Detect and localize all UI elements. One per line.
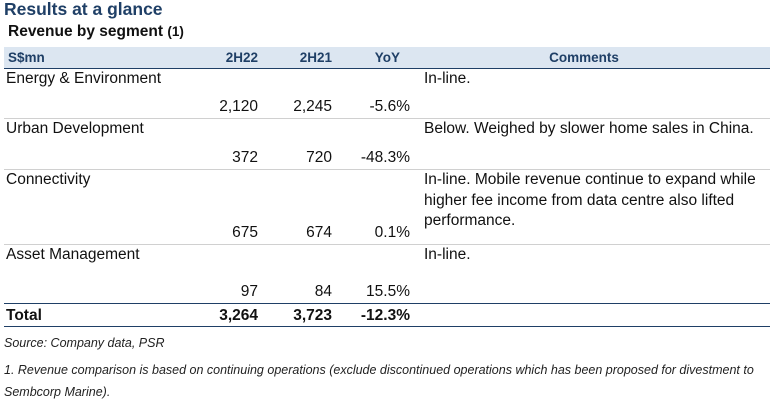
- value-2h22: 2,120: [192, 68, 266, 119]
- page-title: Results at a glance: [4, 0, 163, 19]
- total-2h21: 3,723: [266, 303, 340, 327]
- value-yoy: -5.6%: [340, 68, 418, 119]
- subtitle-text: Revenue by segment: [8, 23, 164, 40]
- value-yoy: -48.3%: [340, 118, 418, 170]
- revenue-table: S$mn 2H22 2H21 YoY Comments Energy & Env…: [4, 47, 770, 327]
- total-label: Total: [4, 303, 192, 327]
- source-footnote: Source: Company data, PSR: [4, 336, 165, 350]
- segment-name: Connectivity: [4, 169, 192, 245]
- segment-name: Urban Development: [4, 118, 192, 170]
- total-2h22: 3,264: [192, 303, 266, 327]
- total-yoy: -12.3%: [340, 303, 418, 327]
- revenue-basis-footnote: 1. Revenue comparison is based on contin…: [4, 363, 754, 399]
- comment: In-line.: [418, 68, 770, 119]
- value-2h21: 720: [266, 118, 340, 170]
- header-2h22: 2H22: [192, 47, 266, 69]
- header-2h21: 2H21: [266, 47, 340, 69]
- header-comments: Comments: [418, 47, 770, 69]
- table-subtitle: Revenue by segment (1): [8, 23, 184, 41]
- subtitle-footnote-ref: (1): [167, 24, 184, 39]
- value-2h21: 2,245: [266, 68, 340, 119]
- comment: In-line. Mobile revenue continue to expa…: [418, 169, 770, 245]
- comment: In-line.: [418, 244, 770, 304]
- total-comment-empty: [418, 303, 770, 327]
- table-row: Connectivity 675 674 0.1% In-line. Mobil…: [4, 169, 770, 245]
- value-yoy: 15.5%: [340, 244, 418, 304]
- comment: Below. Weighed by slower home sales in C…: [418, 118, 770, 170]
- value-2h21: 84: [266, 244, 340, 304]
- value-2h22: 675: [192, 169, 266, 245]
- value-2h22: 97: [192, 244, 266, 304]
- table-total-row: Total 3,264 3,723 -12.3%: [4, 303, 770, 327]
- segment-name: Energy & Environment: [4, 68, 192, 119]
- value-yoy: 0.1%: [340, 169, 418, 245]
- segment-name: Asset Management: [4, 244, 192, 304]
- header-yoy: YoY: [340, 47, 418, 69]
- table-row: Urban Development 372 720 -48.3% Below. …: [4, 118, 770, 170]
- header-segment: S$mn: [4, 47, 192, 69]
- table-header-row: S$mn 2H22 2H21 YoY Comments: [4, 47, 770, 69]
- table-row: Energy & Environment 2,120 2,245 -5.6% I…: [4, 68, 770, 119]
- table-row: Asset Management 97 84 15.5% In-line.: [4, 244, 770, 304]
- value-2h21: 674: [266, 169, 340, 245]
- value-2h22: 372: [192, 118, 266, 170]
